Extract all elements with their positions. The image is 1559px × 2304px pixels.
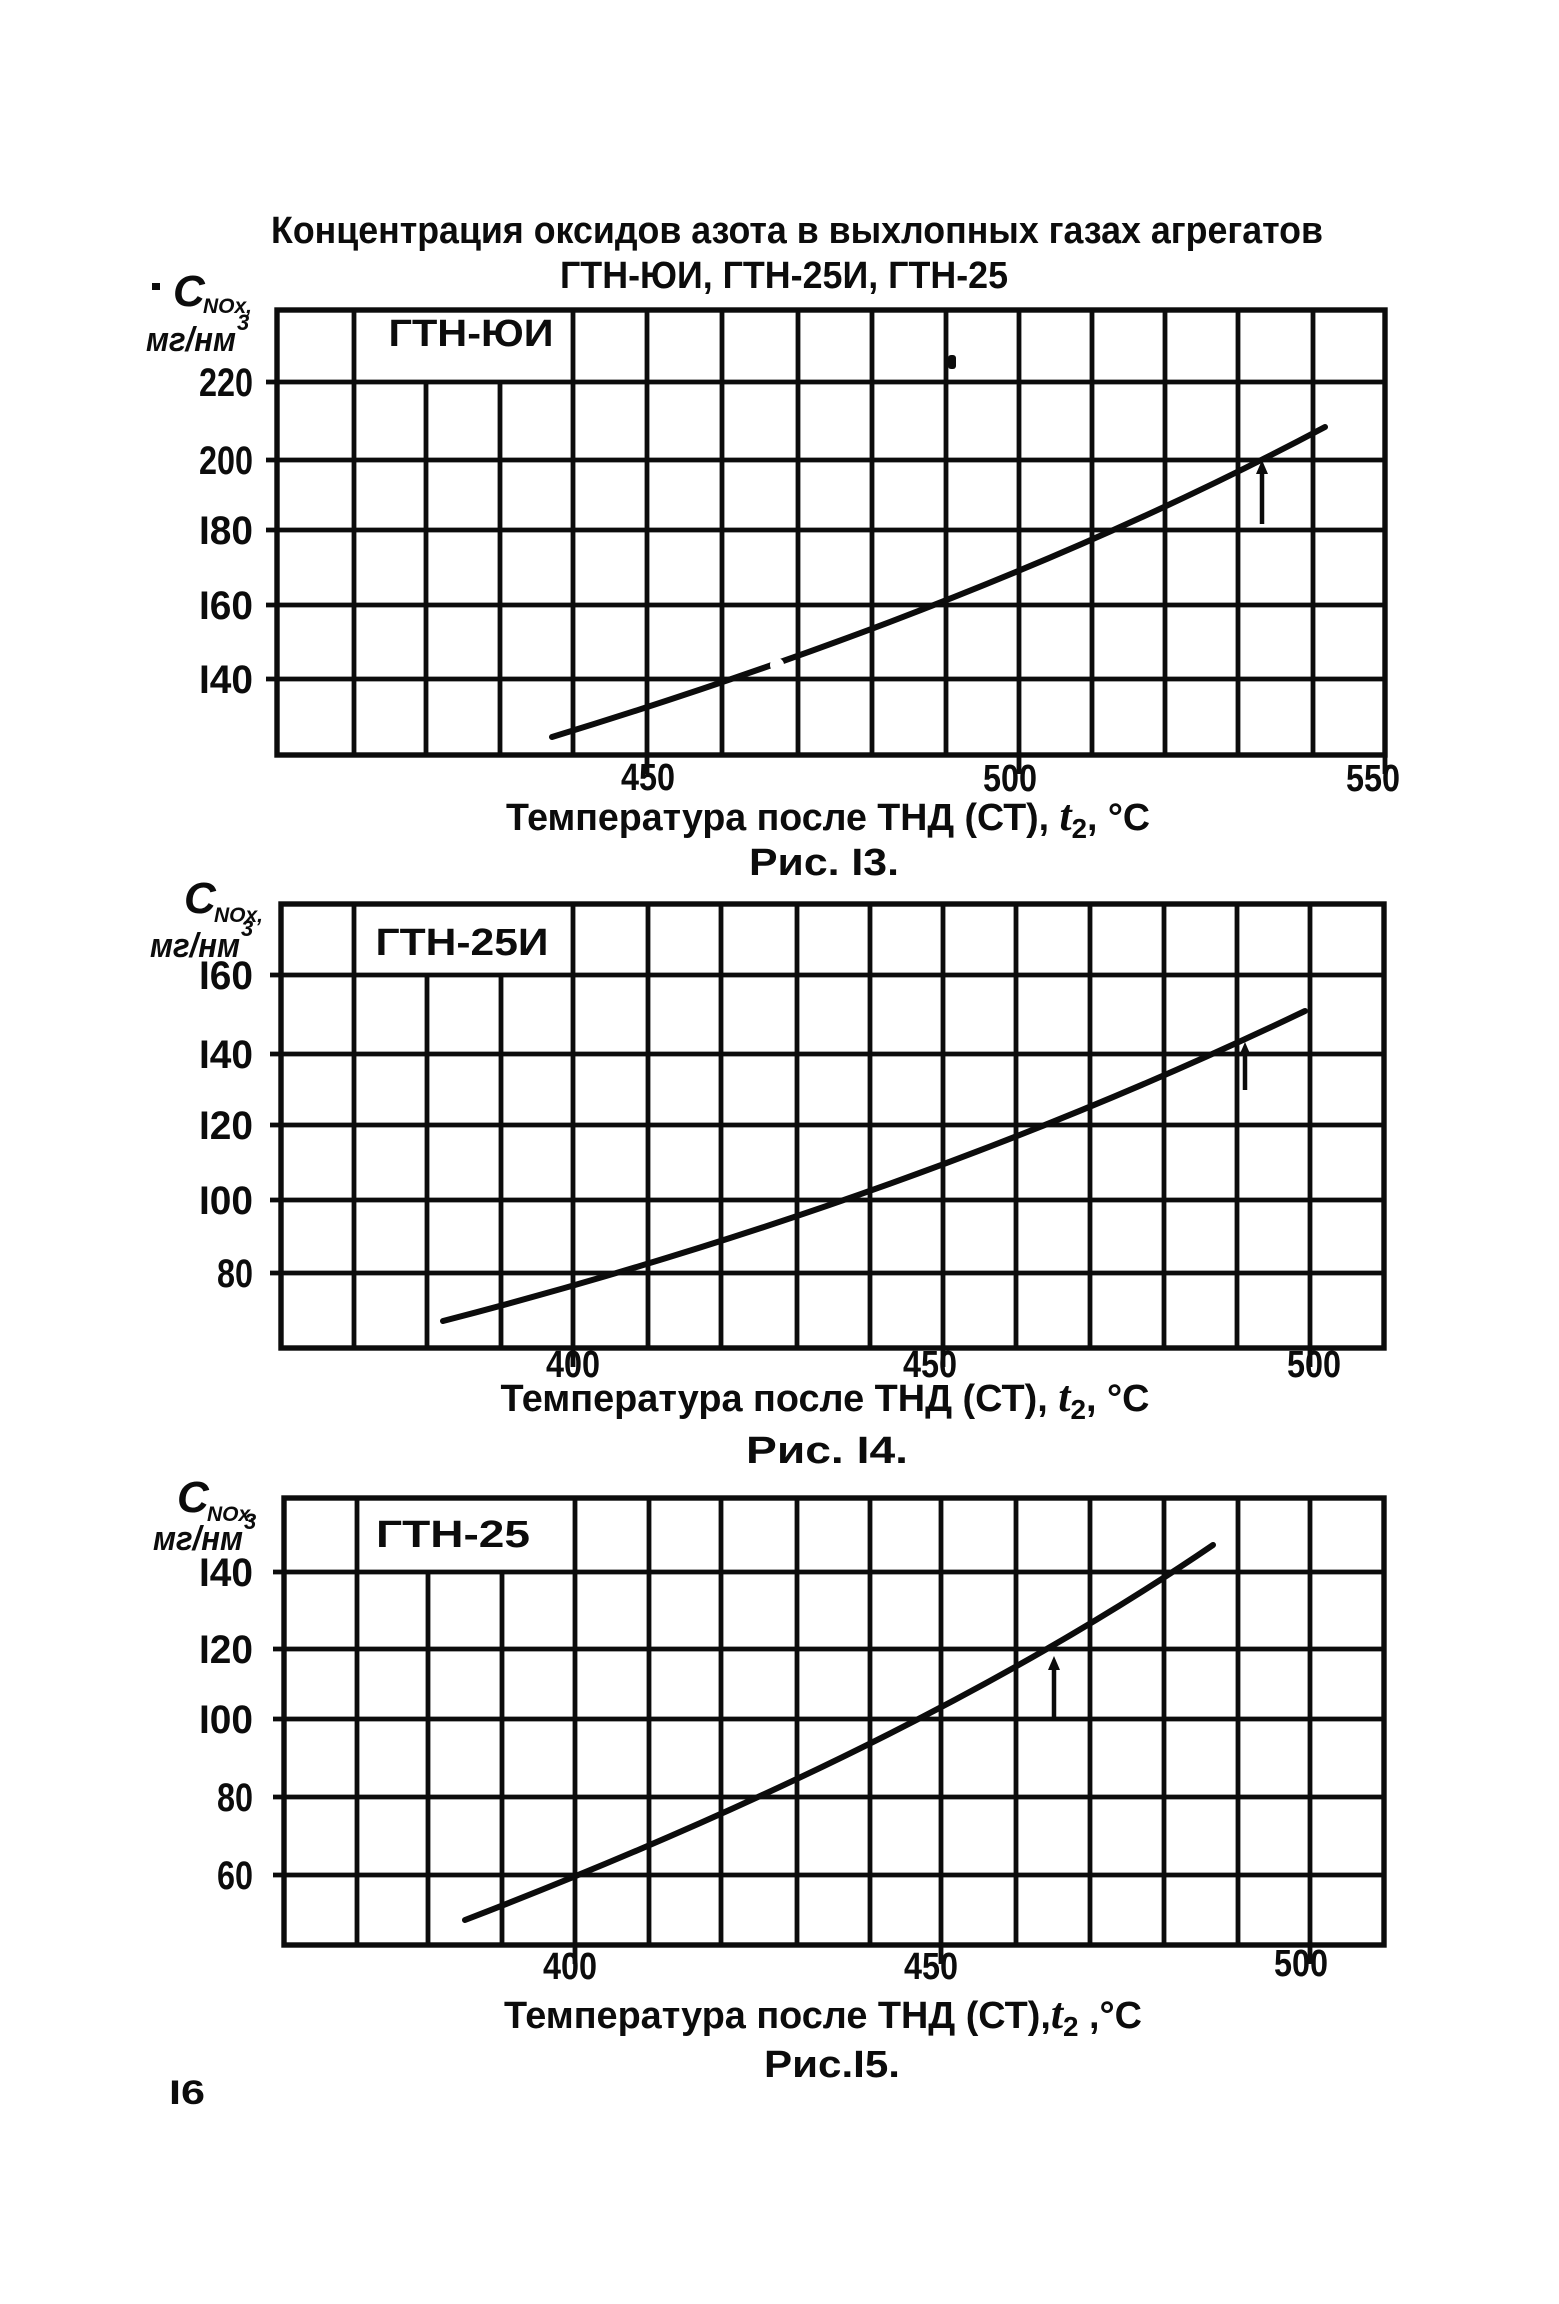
svg-text:500: 500 xyxy=(1274,1943,1328,1985)
svg-text:450: 450 xyxy=(621,757,675,799)
svg-text:80: 80 xyxy=(217,1252,253,1296)
svg-text:I40: I40 xyxy=(199,658,253,702)
svg-text:450: 450 xyxy=(904,1946,958,1988)
svg-text:400: 400 xyxy=(546,1344,600,1386)
svg-text:Температура после ТНД (СТ), t2: Температура после ТНД (СТ), t2, °С xyxy=(506,791,1150,844)
svg-text:I00: I00 xyxy=(199,1179,253,1223)
svg-text:Рис. I4.: Рис. I4. xyxy=(746,1430,908,1472)
svg-text:I40: I40 xyxy=(199,1033,253,1077)
svg-text:C: C xyxy=(177,1473,210,1522)
svg-text:Рис.I5.: Рис.I5. xyxy=(764,2044,900,2086)
svg-text:400: 400 xyxy=(543,1946,597,1988)
svg-text:Температура после ТНД (СТ),t2: Температура после ТНД (СТ),t2 ,°С xyxy=(504,1989,1142,2042)
svg-text:C: C xyxy=(184,874,217,923)
svg-text:3: 3 xyxy=(241,916,253,941)
svg-text:450: 450 xyxy=(903,1344,957,1386)
svg-text:C: C xyxy=(173,267,206,316)
svg-text:I6: I6 xyxy=(169,2074,205,2112)
svg-text:Температура после ТНД (СТ), t2: Температура после ТНД (СТ), t2, °С xyxy=(501,1372,1150,1425)
svg-text:мг/нм: мг/нм xyxy=(153,1520,243,1558)
svg-text:Рис. I3.: Рис. I3. xyxy=(749,842,899,884)
svg-text:мг/нм: мг/нм xyxy=(146,321,236,359)
svg-text:NOx,: NOx, xyxy=(214,904,263,927)
svg-text:3: 3 xyxy=(237,310,249,335)
svg-text:ГТН-25И: ГТН-25И xyxy=(376,922,549,964)
svg-text:200: 200 xyxy=(199,439,253,483)
svg-text:ГТН-ЮИ, ГТН-25И, ГТН-25: ГТН-ЮИ, ГТН-25И, ГТН-25 xyxy=(560,255,1008,297)
svg-text:NOx,: NOx, xyxy=(203,295,252,318)
svg-text:ГТН-25: ГТН-25 xyxy=(376,1514,530,1556)
svg-text:Концентрация оксидов азота в в: Концентрация оксидов азота в выхлопных г… xyxy=(271,210,1323,252)
svg-text:500: 500 xyxy=(1287,1344,1341,1386)
svg-text:мг/нм: мг/нм xyxy=(150,927,240,965)
svg-text:500: 500 xyxy=(983,758,1037,800)
svg-text:220: 220 xyxy=(199,361,253,405)
svg-text:I20: I20 xyxy=(199,1628,253,1672)
svg-text:I20: I20 xyxy=(199,1104,253,1148)
svg-text:60: 60 xyxy=(217,1854,253,1898)
svg-text:I60: I60 xyxy=(199,584,253,628)
svg-text:550: 550 xyxy=(1346,758,1400,800)
svg-text:80: 80 xyxy=(217,1776,253,1820)
svg-text:I80: I80 xyxy=(199,509,253,553)
svg-text:I60: I60 xyxy=(199,954,253,998)
svg-text:3: 3 xyxy=(244,1509,256,1534)
svg-text:I00: I00 xyxy=(199,1698,253,1742)
svg-text:ГТН-ЮИ: ГТН-ЮИ xyxy=(389,313,554,355)
svg-text:NOx.: NOx. xyxy=(207,1503,256,1526)
svg-text:I40: I40 xyxy=(199,1551,253,1595)
